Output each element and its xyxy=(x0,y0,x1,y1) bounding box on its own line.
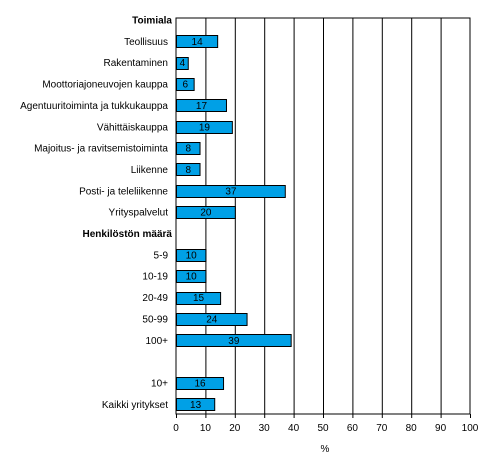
category-label: Vähittäiskauppa xyxy=(97,122,169,133)
category-label: Moottoriajoneuvojen kauppa xyxy=(42,80,168,91)
data-label: 15 xyxy=(193,293,205,304)
x-tick-label: 70 xyxy=(376,423,388,434)
data-label: 13 xyxy=(190,400,202,411)
group-header: Toimiala xyxy=(132,16,172,27)
category-label: 100+ xyxy=(145,336,168,347)
bar xyxy=(176,313,248,326)
x-tick-label: 40 xyxy=(288,423,300,434)
data-label: 8 xyxy=(185,144,191,155)
data-label: 16 xyxy=(194,378,206,389)
x-tick-label: 30 xyxy=(259,423,271,434)
bar xyxy=(176,185,286,198)
data-label: 4 xyxy=(180,58,186,69)
category-label: Majoitus- ja ravitsemistoiminta xyxy=(34,144,168,155)
data-label: 14 xyxy=(192,37,204,48)
bar xyxy=(176,334,292,347)
bar xyxy=(176,398,216,411)
category-label: 20-49 xyxy=(142,293,168,304)
bar xyxy=(176,35,219,48)
bar xyxy=(176,292,222,305)
category-label: 50-99 xyxy=(142,314,168,325)
bar xyxy=(176,206,236,219)
x-tick-label: 60 xyxy=(347,423,359,434)
x-tick-label: 20 xyxy=(229,423,241,434)
x-axis: 0 10 20 30 40 50 60 70 80 90 100 xyxy=(173,414,479,434)
x-tick-label: 10 xyxy=(200,423,212,434)
category-label: Kaikki yritykset xyxy=(102,400,168,411)
x-tick-label: 80 xyxy=(406,423,418,434)
bar xyxy=(176,57,189,70)
data-label: 8 xyxy=(185,165,191,176)
bar xyxy=(176,78,195,91)
x-tick-label: 0 xyxy=(173,423,179,434)
data-label: 10 xyxy=(186,272,198,283)
group-header: Henkilöstön määrä xyxy=(83,229,173,240)
bar xyxy=(176,142,201,155)
category-label: 5-9 xyxy=(154,250,169,261)
data-label: 17 xyxy=(196,101,208,112)
category-label: Agentuuritoiminta ja tukkukauppa xyxy=(20,101,168,112)
category-label: 10-19 xyxy=(142,272,168,283)
x-tick-label: 90 xyxy=(435,423,447,434)
bar xyxy=(176,249,207,262)
bar xyxy=(176,99,227,112)
bar xyxy=(176,377,225,390)
x-tick-label: 100 xyxy=(462,423,479,434)
data-label: 24 xyxy=(206,314,218,325)
data-label: 39 xyxy=(228,336,240,347)
category-label: 10+ xyxy=(151,378,168,389)
category-label: Teollisuus xyxy=(124,37,168,48)
bar xyxy=(176,163,201,176)
bar xyxy=(176,121,233,134)
data-label: 6 xyxy=(183,80,189,91)
bar xyxy=(176,270,207,283)
data-label: 19 xyxy=(199,122,211,133)
data-label: 37 xyxy=(225,186,237,197)
category-label: Liikenne xyxy=(131,165,169,176)
x-axis-label: % xyxy=(321,444,330,455)
category-labels: Toimiala Teollisuus Rakentaminen Moottoriaj… xyxy=(20,16,172,411)
x-tick-label: 50 xyxy=(317,423,329,434)
data-label: 20 xyxy=(200,208,212,219)
category-label: Posti- ja teleliikenne xyxy=(79,186,168,197)
category-label: Rakentaminen xyxy=(104,58,168,69)
category-label: Yrityspalvelut xyxy=(109,208,169,219)
data-label: 10 xyxy=(186,250,198,261)
